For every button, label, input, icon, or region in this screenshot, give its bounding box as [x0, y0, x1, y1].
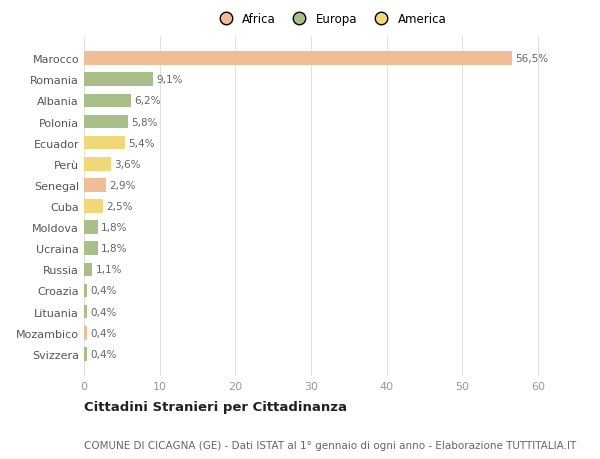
- Bar: [84, 326, 87, 340]
- Bar: [84, 136, 125, 150]
- Bar: [84, 94, 131, 108]
- Bar: [84, 284, 87, 298]
- Bar: [84, 73, 153, 87]
- Text: 0,4%: 0,4%: [90, 349, 116, 359]
- Text: 5,8%: 5,8%: [131, 117, 157, 127]
- Text: 9,1%: 9,1%: [156, 75, 182, 85]
- Bar: [84, 179, 106, 192]
- Text: 56,5%: 56,5%: [515, 54, 548, 64]
- Text: 1,8%: 1,8%: [101, 244, 127, 254]
- Text: 1,1%: 1,1%: [95, 265, 122, 275]
- Text: 2,9%: 2,9%: [109, 180, 136, 190]
- Text: 3,6%: 3,6%: [114, 159, 141, 169]
- Bar: [84, 200, 103, 213]
- Bar: [84, 52, 512, 66]
- Bar: [84, 157, 111, 171]
- Text: 6,2%: 6,2%: [134, 96, 160, 106]
- Text: 5,4%: 5,4%: [128, 138, 154, 148]
- Bar: [84, 115, 128, 129]
- Bar: [84, 221, 98, 235]
- Text: 2,5%: 2,5%: [106, 202, 133, 212]
- Bar: [84, 263, 92, 277]
- Text: 1,8%: 1,8%: [101, 223, 127, 233]
- Text: 0,4%: 0,4%: [90, 328, 116, 338]
- Text: COMUNE DI CICAGNA (GE) - Dati ISTAT al 1° gennaio di ogni anno - Elaborazione TU: COMUNE DI CICAGNA (GE) - Dati ISTAT al 1…: [84, 440, 576, 450]
- Bar: [84, 305, 87, 319]
- Bar: [84, 347, 87, 361]
- Text: 0,4%: 0,4%: [90, 307, 116, 317]
- Bar: [84, 242, 98, 256]
- Legend: Africa, Europa, America: Africa, Europa, America: [209, 9, 451, 31]
- Text: 0,4%: 0,4%: [90, 286, 116, 296]
- Text: Cittadini Stranieri per Cittadinanza: Cittadini Stranieri per Cittadinanza: [84, 400, 347, 413]
